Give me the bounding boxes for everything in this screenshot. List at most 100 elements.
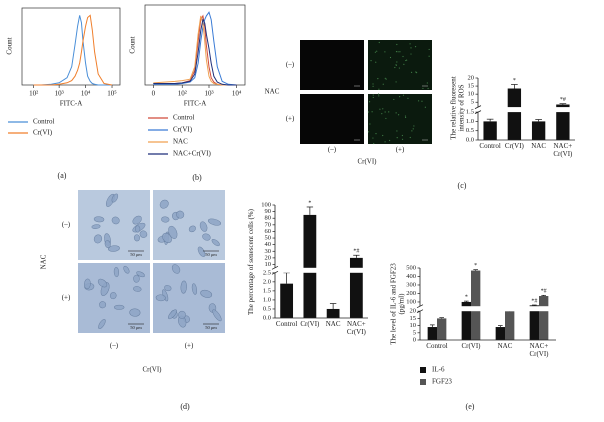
y-tick-label: 0 bbox=[413, 336, 416, 343]
row-label: (–) bbox=[62, 221, 71, 229]
cell bbox=[178, 310, 186, 319]
significance-mark: *# bbox=[541, 289, 547, 295]
x-tick-label: Control bbox=[275, 320, 298, 328]
x-tick-label: Cr(VI) bbox=[461, 342, 481, 350]
column-label: (–) bbox=[110, 342, 119, 350]
y-tick-label: 300 bbox=[406, 281, 416, 288]
y-tick-label: 80 bbox=[265, 215, 272, 222]
fluorescence-speck bbox=[421, 100, 423, 102]
y-tick-label: 1.5 bbox=[466, 109, 474, 116]
legend-label: IL-6 bbox=[432, 366, 445, 374]
panel-label: (b) bbox=[192, 173, 202, 182]
fluorescence-speck bbox=[410, 53, 412, 55]
y-tick-label: 10 bbox=[410, 322, 417, 329]
y-tick-label: 500 bbox=[406, 264, 416, 271]
histogram-line bbox=[33, 15, 113, 86]
fluorescence-speck bbox=[385, 78, 387, 80]
x-tick-label: NAC bbox=[497, 342, 513, 350]
fluorescence-speck bbox=[403, 63, 405, 65]
legend-label: NAC bbox=[173, 138, 188, 146]
scale-bar-label: 50 μm bbox=[205, 252, 217, 257]
fluorescence-speck bbox=[405, 59, 408, 61]
fluorescence-speck bbox=[382, 134, 384, 137]
x-tick-label: 10² bbox=[29, 90, 38, 98]
fluorescence-speck bbox=[411, 130, 413, 132]
y-tick-label: 5 bbox=[471, 99, 474, 106]
x-tick-label: NAC+ Cr(VI) bbox=[346, 320, 366, 336]
column-label: (+) bbox=[185, 342, 194, 350]
bar bbox=[280, 283, 294, 318]
cell bbox=[104, 240, 111, 249]
bar bbox=[495, 327, 505, 340]
x-tick-label: NAC+ Cr(VI) bbox=[553, 142, 573, 158]
fluorescence-speck bbox=[409, 43, 411, 45]
fluorescence-speck bbox=[389, 139, 391, 142]
y-axis-label: The relative fluoresent intensity of ROS bbox=[449, 76, 465, 140]
fluorescence-speck bbox=[384, 111, 386, 113]
fluorescence-speck bbox=[401, 138, 404, 140]
scale-bar-label: 50 μm bbox=[130, 252, 142, 257]
plot-frame bbox=[144, 4, 246, 86]
cell bbox=[123, 265, 130, 274]
fluorescence-speck bbox=[377, 78, 379, 80]
legend-label: Control bbox=[173, 114, 194, 122]
scale-bar-label: 50 μm bbox=[130, 325, 142, 330]
bar bbox=[507, 88, 522, 140]
axis-break-gap bbox=[417, 306, 556, 312]
fluorescence-speck bbox=[379, 108, 381, 110]
fluorescence-speck bbox=[395, 81, 397, 83]
cell bbox=[197, 246, 206, 257]
axis-break-mark bbox=[416, 304, 424, 309]
fluorescence-speck bbox=[374, 51, 376, 53]
y-tick-label: 90 bbox=[265, 208, 272, 215]
y-tick-label: 50 bbox=[265, 235, 272, 242]
fluorescence-speck bbox=[422, 87, 424, 90]
cell bbox=[155, 294, 166, 302]
cell bbox=[93, 234, 103, 244]
y-tick-label: 0.0 bbox=[263, 314, 271, 321]
fluorescence-speck bbox=[371, 111, 373, 113]
cell bbox=[111, 193, 119, 203]
y-axis-label: Count bbox=[129, 36, 137, 53]
cell bbox=[191, 283, 198, 295]
cell bbox=[212, 309, 222, 322]
fluorescence-speck bbox=[378, 88, 380, 90]
significance-mark: *# bbox=[353, 249, 359, 255]
row-title: NAC bbox=[40, 254, 48, 269]
legend-swatch bbox=[420, 367, 426, 373]
cell bbox=[107, 245, 120, 252]
y-tick-label: 10 bbox=[265, 261, 272, 268]
x-tick-label: Control bbox=[479, 142, 501, 150]
y-tick-label: 100 bbox=[406, 298, 416, 305]
cell bbox=[211, 238, 220, 247]
y-tick-label: 40 bbox=[265, 241, 272, 248]
fluorescence-speck bbox=[424, 106, 426, 108]
fluorescence-speck bbox=[428, 55, 430, 57]
column-title: Cr(VI) bbox=[357, 158, 377, 166]
x-tick-label: Cr(VI) bbox=[504, 142, 524, 150]
fluorescence-speck bbox=[389, 56, 392, 59]
fluorescence-speck bbox=[395, 64, 397, 66]
plot-frame bbox=[21, 7, 121, 86]
bar bbox=[437, 318, 447, 340]
fluorescence-speck bbox=[410, 47, 412, 49]
fluorescence-speck bbox=[372, 96, 374, 99]
axis-break-gap bbox=[475, 107, 575, 113]
fluorescence-speck bbox=[410, 71, 413, 73]
fluorescence-speck bbox=[395, 112, 397, 114]
fluorescence-speck bbox=[375, 133, 377, 135]
cell bbox=[176, 210, 185, 219]
cell bbox=[168, 225, 178, 239]
histogram-line bbox=[33, 14, 113, 86]
fluorescence-speck bbox=[396, 130, 398, 132]
x-tick-label: 10⁵ bbox=[107, 90, 117, 98]
bar bbox=[531, 121, 546, 140]
fluorescence-speck bbox=[401, 134, 403, 137]
bar bbox=[471, 270, 481, 340]
fluorescence-speck bbox=[428, 48, 430, 51]
significance-mark: * bbox=[465, 294, 468, 300]
significance-mark: *# bbox=[531, 298, 537, 304]
fluorescence-speck bbox=[413, 125, 415, 127]
